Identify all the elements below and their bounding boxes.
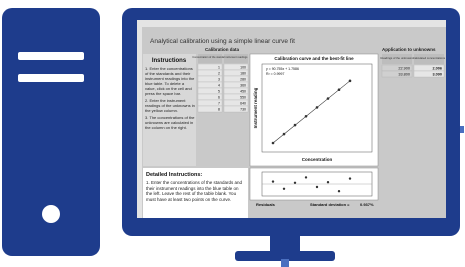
data-point <box>316 106 319 109</box>
data-point <box>327 97 330 100</box>
stand-neck <box>270 235 300 253</box>
unknown-value: 33.800 <box>398 73 410 77</box>
table-value: 280 <box>240 78 246 82</box>
decoration <box>460 126 464 133</box>
residual-point <box>272 180 274 182</box>
residual-point <box>294 182 296 184</box>
instructions-heading: Instructions <box>152 58 187 64</box>
table-value: 730 <box>240 108 246 112</box>
unknown-value: 22.900 <box>398 67 410 71</box>
detailed-heading: Detailed Instructions: <box>146 172 202 178</box>
residual-point <box>327 181 329 183</box>
column-header <box>137 20 446 27</box>
table-value: 550 <box>240 96 246 100</box>
detailed-text: 1. Enter the concentrations of the stand… <box>146 180 246 217</box>
table-value: 7 <box>218 102 220 106</box>
power-button <box>42 205 60 223</box>
unknown-value: 2.006 <box>432 67 442 71</box>
data-point <box>294 124 297 127</box>
table-header: Instrument readings <box>225 55 249 59</box>
table-value: 8 <box>218 108 220 112</box>
data-point <box>305 115 308 118</box>
y-axis-label: Instrument reading <box>253 87 258 128</box>
data-point <box>338 88 341 91</box>
table-value: 1 <box>218 66 220 70</box>
row-header <box>137 27 142 218</box>
unknown-value: 3.090 <box>432 73 442 77</box>
sd-value: 0.937% <box>360 202 374 207</box>
section-header: Application to unknowns <box>382 47 436 52</box>
residual-point <box>283 188 285 190</box>
sd-label: Standard deviation = <box>310 202 350 207</box>
unknown-header: Calculated concentrations <box>413 56 446 60</box>
residuals-label: Residuals <box>256 202 276 207</box>
residual-point <box>316 186 318 188</box>
sheet-title: Analytical calibration using a simple li… <box>150 38 295 45</box>
chart-title: Calibration curve and the best-fit line <box>274 56 354 61</box>
decoration <box>281 259 289 267</box>
table-value: 180 <box>240 72 246 76</box>
table-value: 100 <box>240 66 246 70</box>
table-header: Concentration of the standards <box>192 55 228 59</box>
section-header: Calibration data <box>205 47 240 52</box>
instruction-step: 1. Enter the concentrations of the stand… <box>145 66 195 96</box>
data-point <box>283 133 286 136</box>
r-squared: R² = 0.9997 <box>266 72 284 76</box>
instructions-steps: 1. Enter the concentrations of the stand… <box>145 66 195 164</box>
equation: y = 90.755x + 1.7586 <box>266 67 299 71</box>
residual-point <box>338 190 340 192</box>
table-value: 450 <box>240 90 246 94</box>
illustration: Analytical calibration using a simple li… <box>0 0 465 267</box>
instruction-step: 2. Enter the instrument readings of the … <box>145 98 195 113</box>
table-value: 360 <box>240 84 246 88</box>
table-value: 4 <box>218 84 220 88</box>
table-value: 640 <box>240 102 246 106</box>
table-value: 5 <box>218 90 220 94</box>
residual-point <box>305 176 307 178</box>
table-value: 6 <box>218 96 220 100</box>
computer: Analytical calibration using a simple li… <box>0 0 465 267</box>
data-point <box>272 142 275 145</box>
unknown-header: Readings of the unknowns <box>381 56 415 60</box>
drive-slot <box>18 52 84 60</box>
drive-slot <box>18 74 84 82</box>
data-point <box>349 80 352 83</box>
x-axis-label: Concentration <box>302 157 333 162</box>
residual-point <box>349 177 351 179</box>
table-value: 3 <box>218 78 220 82</box>
instruction-step: 3. The concentrations of the unknowns ar… <box>145 115 195 130</box>
table-value: 2 <box>218 72 220 76</box>
